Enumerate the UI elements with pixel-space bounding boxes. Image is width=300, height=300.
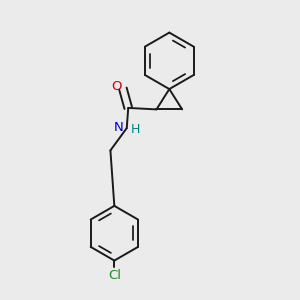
Text: H: H	[130, 123, 140, 136]
Text: Cl: Cl	[108, 269, 121, 282]
Text: N: N	[114, 121, 123, 134]
Text: O: O	[111, 80, 122, 93]
